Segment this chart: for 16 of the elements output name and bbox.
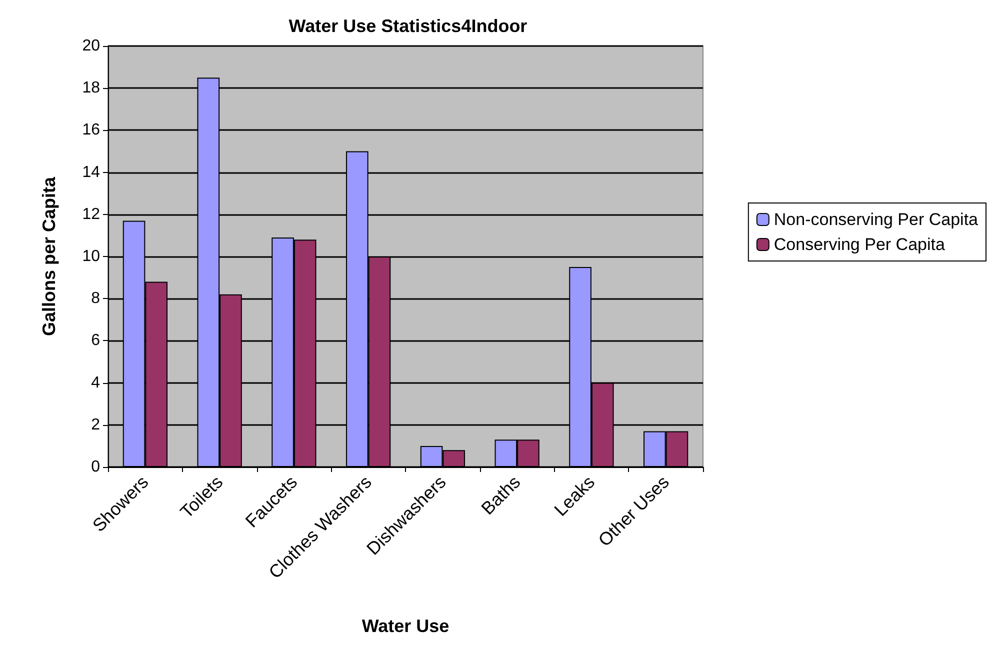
y-tick-label: 8 [91, 290, 100, 308]
y-tick-label: 18 [82, 80, 100, 97]
y-tick-label: 2 [91, 416, 100, 434]
y-tick-label: 20 [82, 38, 100, 54]
legend-label: Conserving Per Capita [774, 235, 946, 254]
y-axis-title: Gallons per Capita [39, 176, 59, 336]
chart-title: Water Use Statistics4Indoor [288, 16, 528, 36]
y-tick-label: 0 [91, 458, 100, 476]
legend-label: Non-conserving Per Capita [774, 210, 979, 229]
y-tick-label: 10 [82, 248, 100, 265]
y-tick-label: 4 [91, 374, 100, 392]
y-tick-label: 16 [82, 122, 100, 139]
y-tick-label: 14 [82, 164, 100, 181]
x-axis-title: Water Use [362, 616, 450, 636]
y-tick-label: 6 [91, 332, 100, 350]
y-tick-label: 12 [82, 206, 100, 223]
